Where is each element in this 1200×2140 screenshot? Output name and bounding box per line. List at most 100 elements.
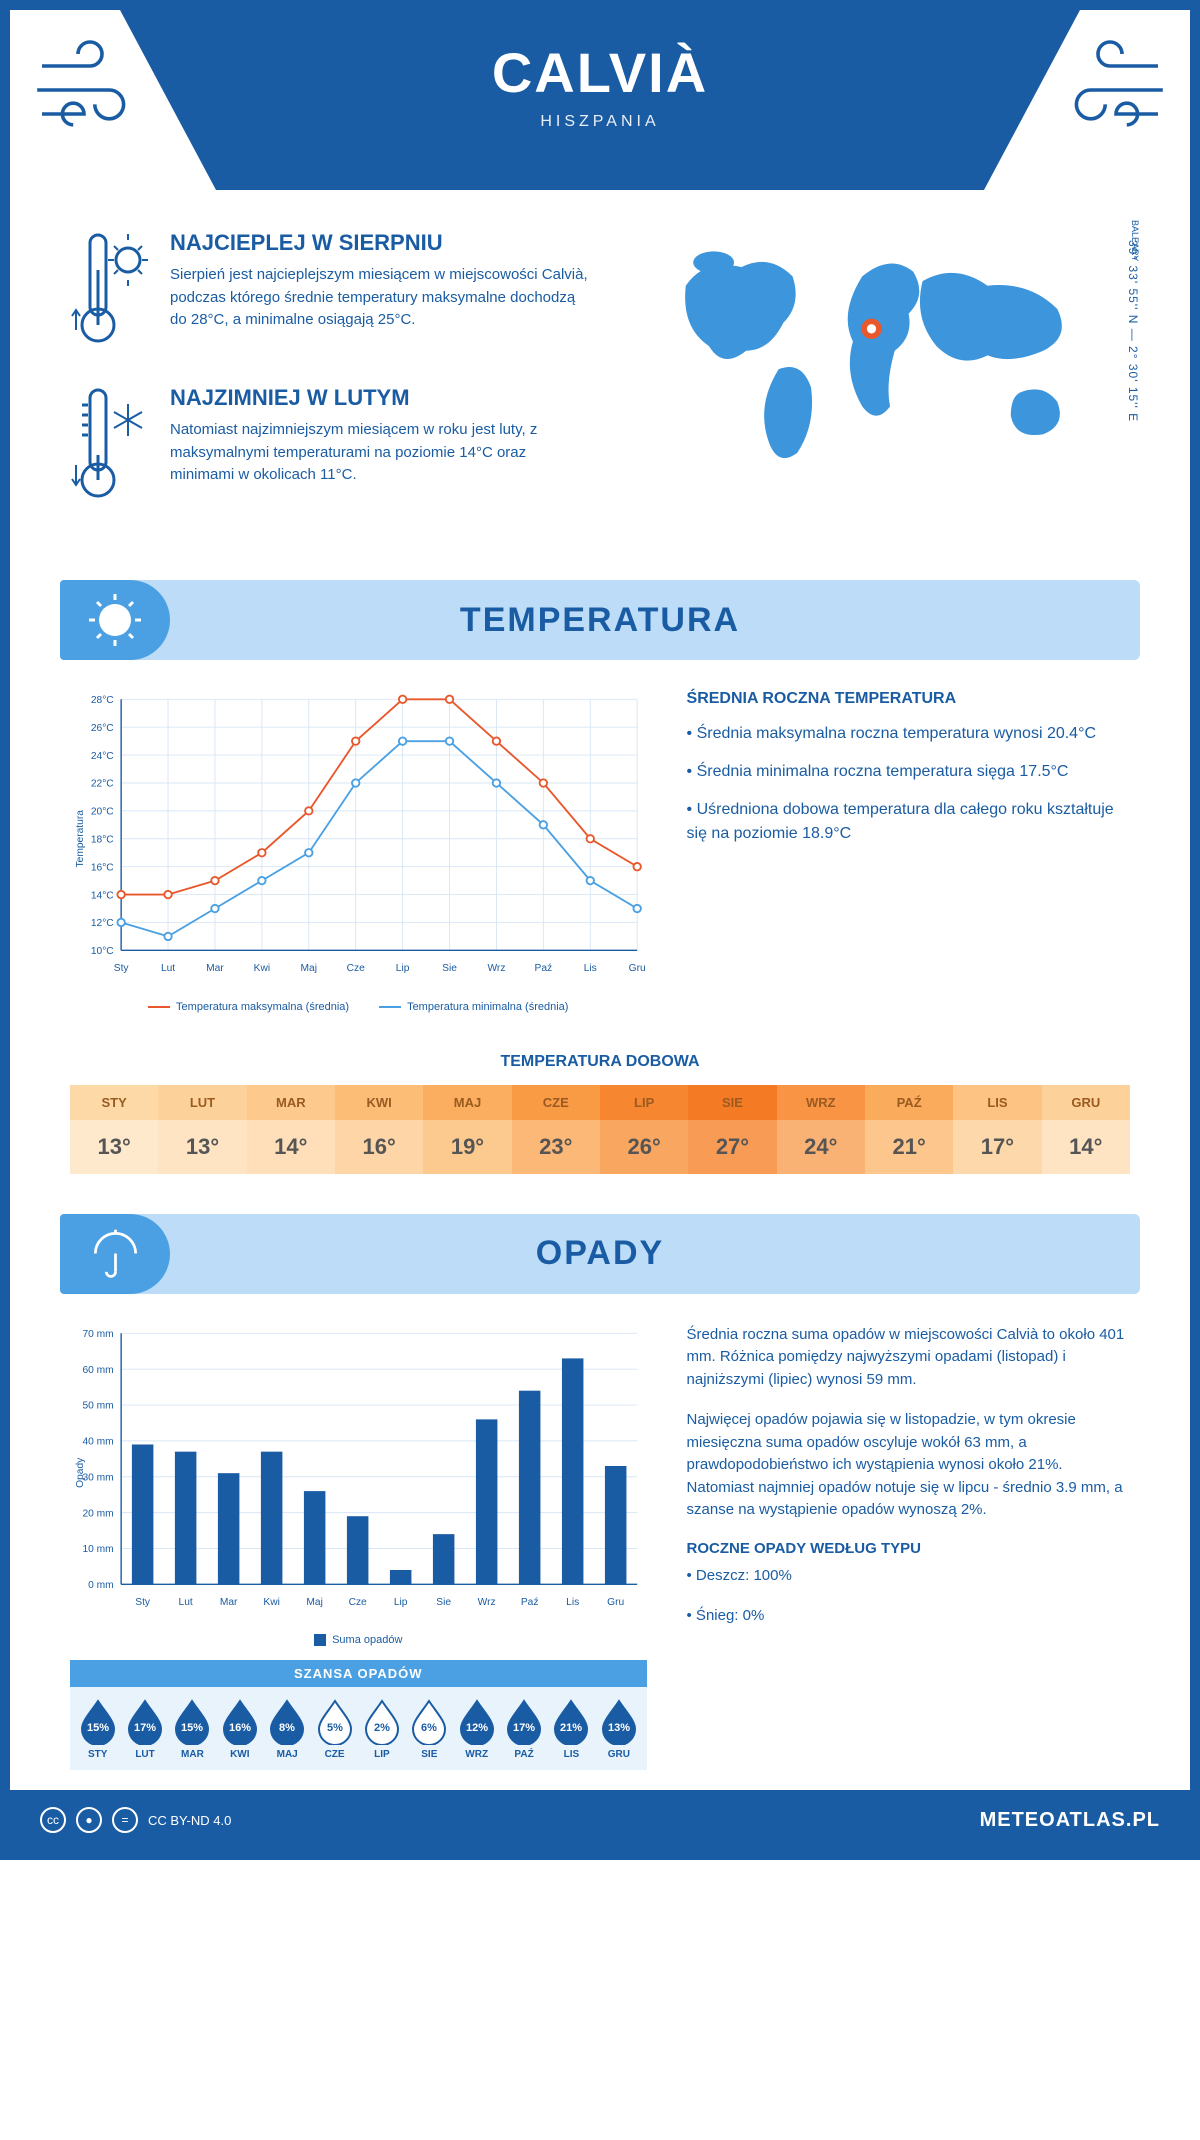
chance-drop: 8%MAJ (264, 1697, 311, 1760)
svg-text:2%: 2% (374, 1722, 390, 1734)
svg-text:Maj: Maj (306, 1596, 322, 1607)
by-icon: ● (76, 1807, 102, 1833)
section-precip-title: OPADY (536, 1234, 664, 1273)
svg-text:Gru: Gru (607, 1596, 624, 1607)
fact-hot: NAJCIEPLEJ W SIERPNIU Sierpień jest najc… (70, 230, 592, 355)
page-subtitle: HISZPANIA (120, 113, 1080, 131)
daily-col: SIE27° (688, 1085, 776, 1174)
svg-text:14°C: 14°C (91, 890, 114, 901)
daily-col: MAR14° (247, 1085, 335, 1174)
daily-col: KWI16° (335, 1085, 423, 1174)
thermometer-cold-icon (70, 385, 150, 510)
svg-text:22°C: 22°C (91, 779, 114, 790)
svg-text:Wrz: Wrz (478, 1596, 496, 1607)
daily-title: TEMPERATURA DOBOWA (10, 1053, 1190, 1071)
svg-text:13%: 13% (608, 1722, 630, 1734)
svg-text:Paź: Paź (521, 1596, 539, 1607)
wind-icon (30, 30, 150, 150)
chance-drop: 17%LUT (121, 1697, 168, 1760)
daily-col: LUT13° (158, 1085, 246, 1174)
fact-cold-text: Natomiast najzimniejszym miesiącem w rok… (170, 419, 592, 487)
chance-drop: 13%GRU (595, 1697, 642, 1760)
fact-hot-text: Sierpień jest najcieplejszym miesiącem w… (170, 264, 592, 332)
svg-text:15%: 15% (87, 1722, 109, 1734)
svg-text:12%: 12% (466, 1722, 488, 1734)
svg-text:Mar: Mar (206, 963, 224, 974)
daily-col: PAŹ21° (865, 1085, 953, 1174)
svg-text:26°C: 26°C (91, 723, 114, 734)
svg-text:10 mm: 10 mm (82, 1544, 113, 1555)
precip-type-bullet: • Śnieg: 0% (687, 1605, 1130, 1628)
svg-text:Sie: Sie (442, 963, 457, 974)
svg-text:20 mm: 20 mm (82, 1508, 113, 1519)
svg-text:Lis: Lis (584, 963, 597, 974)
site-label: METEOATLAS.PL (980, 1809, 1160, 1832)
chance-title: SZANSA OPADÓW (70, 1660, 647, 1687)
svg-text:Opady: Opady (75, 1456, 86, 1487)
svg-text:Lip: Lip (396, 963, 410, 974)
fact-cold-title: NAJZIMNIEJ W LUTYM (170, 385, 592, 411)
precip-type-bullet: • Deszcz: 100% (687, 1565, 1130, 1588)
svg-text:40 mm: 40 mm (82, 1436, 113, 1447)
cc-icon: cc (40, 1807, 66, 1833)
svg-text:5%: 5% (327, 1722, 343, 1734)
svg-text:8%: 8% (279, 1722, 295, 1734)
svg-text:0 mm: 0 mm (88, 1580, 114, 1591)
daily-col: STY13° (70, 1085, 158, 1174)
svg-text:18°C: 18°C (91, 834, 114, 845)
svg-text:Mar: Mar (220, 1596, 238, 1607)
chance-drop: 15%MAR (169, 1697, 216, 1760)
temp-bullet: • Średnia maksymalna roczna temperatura … (687, 722, 1130, 746)
page-title: CALVIÀ (120, 40, 1080, 105)
svg-text:Sie: Sie (436, 1596, 451, 1607)
precip-p1: Średnia roczna suma opadów w miejscowośc… (687, 1324, 1130, 1392)
section-precip: OPADY (60, 1214, 1140, 1294)
svg-text:24°C: 24°C (91, 751, 114, 762)
svg-text:20°C: 20°C (91, 807, 114, 818)
svg-text:Paź: Paź (535, 963, 553, 974)
precip-chance-table: SZANSA OPADÓW 15%STY17%LUT15%MAR16%KWI8%… (70, 1660, 647, 1770)
thermometer-hot-icon (70, 230, 150, 355)
svg-text:Sty: Sty (135, 1596, 151, 1607)
svg-text:Maj: Maj (301, 963, 317, 974)
precipitation-chart: 0 mm10 mm20 mm30 mm40 mm50 mm60 mm70 mmS… (70, 1324, 646, 1622)
svg-text:Lut: Lut (161, 963, 175, 974)
chance-drop: 16%KWI (216, 1697, 263, 1760)
chance-drop: 17%PAŹ (500, 1697, 547, 1760)
svg-text:12°C: 12°C (91, 918, 114, 929)
umbrella-icon (88, 1226, 143, 1281)
footer: cc ● = CC BY-ND 4.0 METEOATLAS.PL (10, 1790, 1190, 1850)
svg-text:Gru: Gru (629, 963, 646, 974)
precip-type-heading: ROCZNE OPADY WEDŁUG TYPU (687, 1540, 1130, 1557)
nd-icon: = (112, 1807, 138, 1833)
license-label: CC BY-ND 4.0 (148, 1813, 231, 1828)
daily-col: WRZ24° (777, 1085, 865, 1174)
world-map (632, 230, 1130, 490)
svg-text:Temperatura: Temperatura (75, 810, 86, 868)
chance-drop: 15%STY (74, 1697, 121, 1760)
sun-icon (85, 590, 145, 650)
daily-col: GRU14° (1042, 1085, 1130, 1174)
temp-summary-heading: ŚREDNIA ROCZNA TEMPERATURA (687, 690, 1130, 708)
svg-text:Lut: Lut (179, 1596, 193, 1607)
svg-text:Sty: Sty (114, 963, 130, 974)
svg-text:16%: 16% (229, 1722, 251, 1734)
svg-text:Cze: Cze (347, 963, 365, 974)
svg-text:Lis: Lis (566, 1596, 579, 1607)
svg-text:70 mm: 70 mm (82, 1329, 113, 1340)
svg-text:Kwi: Kwi (263, 1596, 279, 1607)
temp-bullet: • Uśredniona dobowa temperatura dla całe… (687, 798, 1130, 846)
svg-text:60 mm: 60 mm (82, 1364, 113, 1375)
svg-text:Cze: Cze (349, 1596, 367, 1607)
temperature-chart: 10°C12°C14°C16°C18°C20°C22°C24°C26°C28°C… (70, 690, 646, 988)
svg-text:Lip: Lip (394, 1596, 408, 1607)
chance-drop: 12%WRZ (453, 1697, 500, 1760)
svg-text:6%: 6% (421, 1722, 437, 1734)
chance-drop: 6%SIE (406, 1697, 453, 1760)
svg-text:10°C: 10°C (91, 946, 114, 957)
precip-p2: Najwięcej opadów pojawia się w listopadz… (687, 1409, 1130, 1522)
svg-text:50 mm: 50 mm (82, 1400, 113, 1411)
chance-drop: 21%LIS (548, 1697, 595, 1760)
daily-col: LIS17° (953, 1085, 1041, 1174)
svg-text:17%: 17% (134, 1722, 156, 1734)
